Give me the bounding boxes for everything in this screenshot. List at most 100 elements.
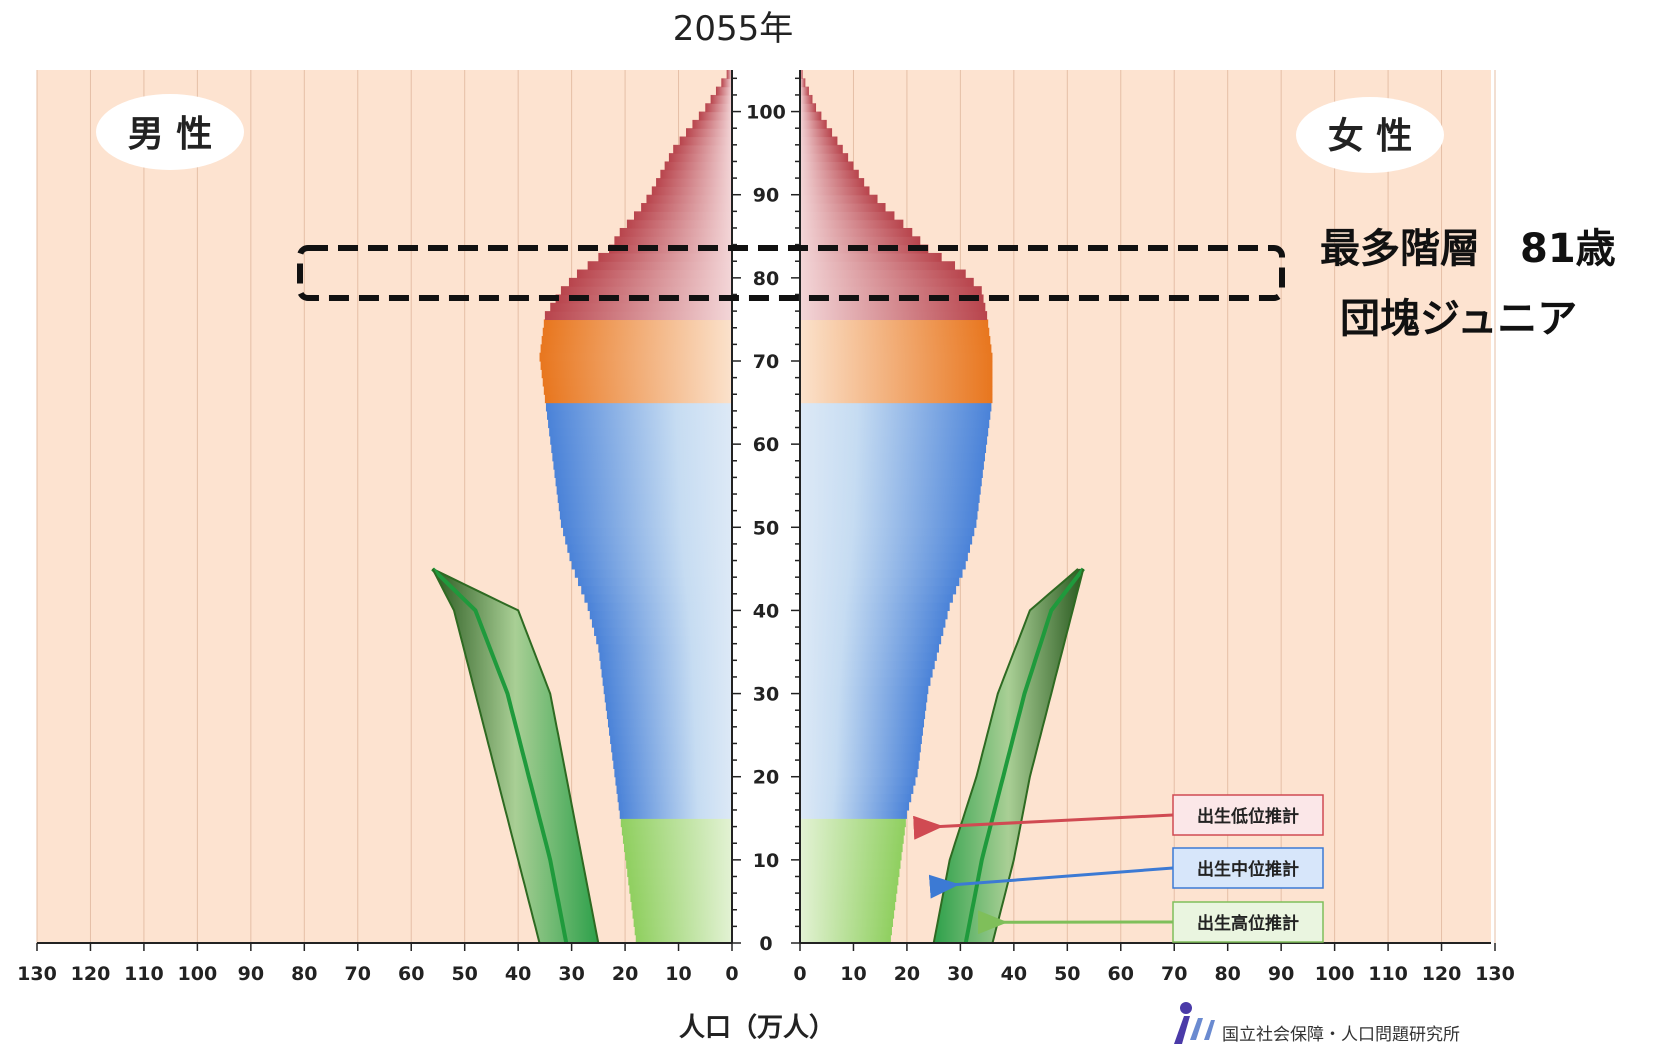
- female-bar-age-3: [800, 909, 895, 919]
- projection-bands: [431, 567, 1085, 944]
- institute-credit: 国立社会保障・人口問題研究所: [1174, 1002, 1460, 1044]
- projection-line-male-2: [431, 568, 541, 944]
- female-bar-age-22: [800, 751, 920, 761]
- male-bar-age-51: [559, 510, 732, 520]
- female-bar-age-40: [800, 602, 950, 612]
- female-bar-age-69: [800, 361, 993, 370]
- male-bar-age-99: [698, 111, 732, 121]
- x-tick-label-female-12: 10: [840, 963, 866, 985]
- male-bar-age-82: [598, 252, 732, 262]
- x-tick-label-female-7: 60: [1108, 963, 1134, 985]
- female-bar-age-25: [800, 726, 923, 736]
- x-tick-label-male-5: 80: [291, 963, 317, 985]
- male-bar-age-58: [552, 452, 732, 462]
- female-bar-age-10: [800, 851, 902, 861]
- male-bar-age-23: [611, 743, 732, 753]
- y-tick-label-8: 80: [753, 268, 779, 290]
- female-bar-age-47: [800, 543, 971, 553]
- female-bar-age-67: [800, 377, 993, 387]
- female-bar-age-56: [800, 469, 983, 478]
- male-bar-age-41: [584, 593, 732, 603]
- chart-title: 2055年: [673, 9, 794, 49]
- male-bar-age-104: [726, 70, 732, 79]
- x-tick-label-male-8: 50: [451, 963, 477, 985]
- female-bar-age-103: [800, 78, 806, 88]
- female-bar-age-19: [800, 776, 916, 786]
- male-bar-age-49: [563, 527, 732, 537]
- male-bar-age-20: [614, 768, 732, 778]
- institute-logo-icon: [1174, 1002, 1215, 1044]
- female-bar-age-16: [800, 801, 910, 811]
- male-bar-age-93: [664, 161, 732, 171]
- female-bar-age-30: [800, 685, 929, 695]
- female-bar-age-62: [800, 419, 990, 429]
- female-bar-age-102: [800, 86, 809, 96]
- female-bar-age-53: [800, 494, 980, 503]
- legend-label-0: 出生低位推計: [1197, 806, 1299, 827]
- male-bar-age-85: [619, 227, 732, 237]
- male-label-badge: 男 性: [96, 94, 244, 170]
- x-tick-label-male-6: 70: [345, 963, 371, 985]
- x-tick-label-female-13: 0: [793, 963, 806, 985]
- male-bar-age-54: [556, 485, 732, 495]
- female-bar-age-50: [800, 518, 977, 528]
- female-bar-age-72: [800, 336, 991, 345]
- male-bar-age-69: [540, 361, 732, 370]
- y-tick-label-0: 0: [759, 933, 772, 955]
- female-bar-age-89: [800, 194, 878, 204]
- male-bar-age-75: [544, 311, 732, 321]
- y-tick-labels: 0 10 20 30 40 50 60 70 80 90 100: [746, 102, 786, 955]
- institute-credit-text: 国立社会保障・人口問題研究所: [1222, 1025, 1460, 1044]
- y-tick-label-3: 30: [753, 684, 779, 706]
- male-bar-age-1: [634, 926, 732, 936]
- y-tick-label-9: 90: [753, 185, 779, 207]
- female-bar-age-52: [800, 502, 979, 512]
- male-bar-age-9: [626, 859, 732, 869]
- projection-line-male-1: [431, 567, 569, 944]
- female-bar-age-61: [800, 427, 989, 437]
- male-bar-age-53: [557, 494, 732, 503]
- x-tick-label-female-0: 130: [1475, 963, 1515, 985]
- female-bar-age-31: [800, 676, 931, 686]
- male-bar-age-56: [554, 469, 732, 478]
- female-bar-age-8: [800, 868, 900, 878]
- male-bar-age-66: [543, 385, 732, 395]
- female-bar-age-49: [800, 527, 975, 537]
- female-bar-age-43: [800, 577, 960, 587]
- male-bar-age-15: [619, 809, 732, 819]
- female-bar-age-59: [800, 444, 987, 454]
- male-bar-age-14: [620, 818, 732, 828]
- x-tick-label-male-9: 40: [505, 963, 531, 985]
- female-bar-age-71: [800, 344, 992, 354]
- male-bar-age-63: [547, 410, 732, 420]
- female-label: 女 性: [1328, 116, 1413, 157]
- legend-label-1: 出生中位推計: [1197, 859, 1299, 880]
- male-bar-age-102: [715, 86, 732, 96]
- male-bar-age-30: [603, 685, 732, 695]
- max-cohort-highlight-box: [297, 245, 1285, 301]
- legend-box-1: [1172, 847, 1324, 889]
- male-bar-age-48: [565, 535, 732, 545]
- female-bar-age-94: [800, 153, 849, 163]
- male-bar-age-33: [600, 660, 732, 670]
- male-bar-age-17: [617, 793, 732, 803]
- projection-line-male-0: [432, 568, 600, 944]
- y-tick-label-10: 100: [746, 102, 786, 124]
- female-bar-age-5: [800, 893, 897, 903]
- male-bar-age-36: [596, 635, 732, 645]
- female-bar-age-79: [800, 277, 974, 287]
- x-axis-label: 人口（万人）: [679, 1013, 835, 1043]
- male-bar-age-19: [615, 776, 732, 786]
- male-bar-age-29: [604, 693, 732, 703]
- female-bar-age-44: [800, 568, 963, 578]
- male-label: 男 性: [128, 114, 213, 155]
- female-bar-age-37: [800, 627, 944, 636]
- male-bar-age-42: [581, 585, 732, 595]
- x-tick-label-female-4: 90: [1268, 963, 1294, 985]
- female-bar-age-6: [800, 884, 898, 894]
- max-cohort-annotation: 最多階層 81歳: [1320, 226, 1616, 272]
- male-bar-age-22: [612, 751, 732, 761]
